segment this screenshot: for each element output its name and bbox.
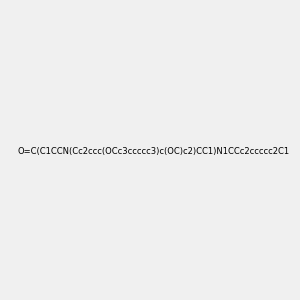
- Text: O=C(C1CCN(Cc2ccc(OCc3ccccc3)c(OC)c2)CC1)N1CCc2ccccc2C1: O=C(C1CCN(Cc2ccc(OCc3ccccc3)c(OC)c2)CC1)…: [18, 147, 290, 156]
